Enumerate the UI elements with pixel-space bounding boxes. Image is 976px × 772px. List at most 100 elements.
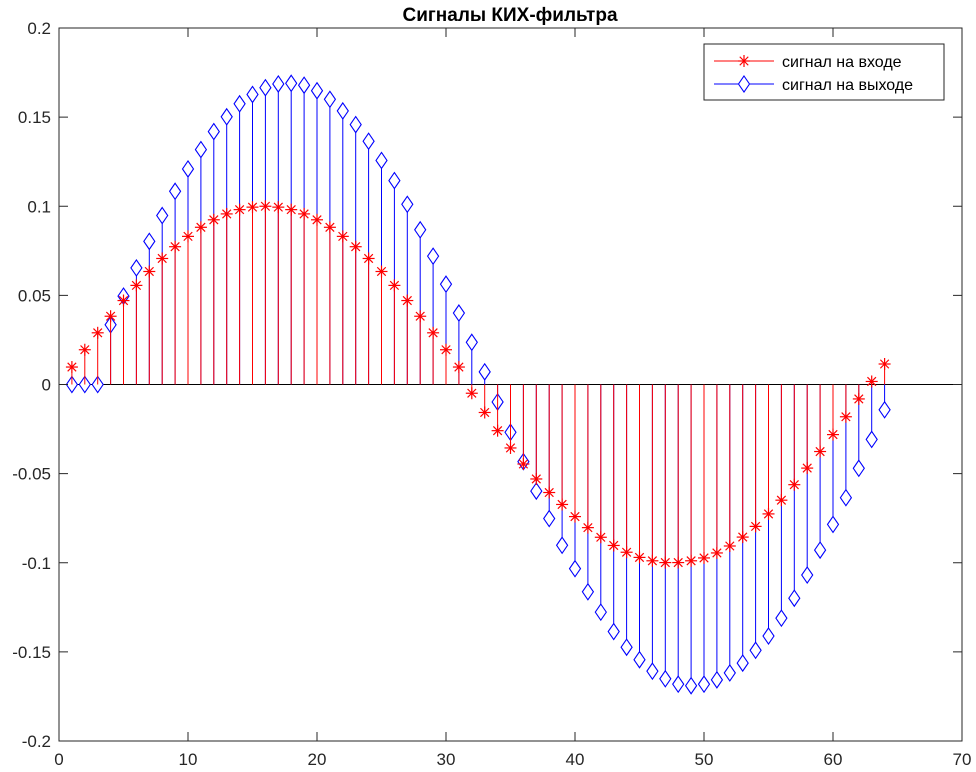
marker-output: [401, 195, 414, 214]
x-tick-label: 70: [953, 750, 972, 769]
marker-input: [233, 203, 246, 216]
marker-input: [272, 201, 285, 214]
marker-input: [349, 240, 362, 253]
marker-output: [839, 488, 853, 507]
marker-output: [581, 582, 595, 601]
marker-input: [543, 486, 556, 499]
x-tick-label: 30: [437, 750, 456, 769]
marker-input: [530, 472, 543, 485]
x-tick-label: 0: [54, 750, 63, 769]
marker-input: [452, 361, 465, 374]
marker-input: [362, 252, 375, 265]
series-input: [65, 200, 891, 569]
marker-output: [375, 151, 388, 170]
y-tick-label: 0.2: [27, 19, 51, 38]
marker-input: [504, 441, 517, 454]
marker-input: [672, 556, 685, 569]
marker-input: [646, 554, 659, 567]
marker-input: [130, 279, 143, 292]
marker-input: [91, 326, 104, 339]
y-tick-label: 0.05: [18, 286, 51, 305]
marker-output: [452, 304, 466, 322]
marker-input: [336, 230, 349, 243]
marker-output: [336, 101, 349, 120]
marker-input: [801, 462, 814, 475]
marker-output: [710, 670, 724, 689]
marker-output: [130, 258, 143, 277]
marker-input: [594, 531, 607, 544]
marker-input: [259, 200, 272, 213]
marker-input: [814, 445, 827, 458]
marker-output: [620, 638, 633, 657]
x-tick-label: 60: [824, 750, 843, 769]
legend: сигнал на входе сигнал на выходе: [703, 43, 945, 101]
marker-output: [285, 74, 298, 93]
marker-input: [143, 265, 156, 278]
marker-output: [762, 627, 775, 645]
marker-input: [285, 203, 298, 216]
legend-entry-output: сигнал на выходе: [714, 75, 913, 94]
marker-output: [813, 541, 827, 560]
marker-output: [439, 275, 453, 294]
marker-input: [736, 531, 749, 544]
y-tick-label: -0.05: [12, 465, 51, 484]
marker-input: [839, 410, 852, 423]
marker-input: [878, 358, 891, 371]
marker-output: [543, 509, 556, 528]
marker-output: [749, 641, 762, 660]
marker-input: [659, 556, 672, 569]
marker-input: [581, 521, 594, 534]
marker-output: [156, 206, 169, 225]
marker-input: [440, 343, 452, 356]
marker-output: [659, 669, 672, 688]
marker-output: [646, 662, 659, 681]
marker-output: [362, 132, 375, 151]
marker-input: [220, 207, 233, 220]
marker-output: [555, 536, 569, 555]
marker-input: [246, 201, 259, 214]
marker-output: [426, 247, 440, 266]
marker-output: [594, 603, 607, 622]
marker-output: [323, 90, 337, 109]
marker-input: [78, 343, 91, 356]
marker-input: [775, 494, 788, 507]
legend-asterisk: [738, 55, 750, 67]
marker-output: [465, 333, 478, 352]
marker-output: [143, 232, 156, 251]
marker-output: [697, 675, 711, 694]
marker-output: [349, 115, 362, 134]
marker-input: [620, 546, 633, 559]
y-tick-label: -0.1: [22, 554, 51, 573]
marker-output: [775, 609, 788, 628]
marker-input: [607, 539, 620, 552]
plot-area: [58, 27, 963, 742]
marker-input: [517, 457, 530, 470]
marker-input: [685, 554, 698, 567]
marker-output: [207, 122, 220, 141]
marker-input: [723, 539, 736, 552]
x-tick-label: 50: [695, 750, 714, 769]
marker-input: [788, 478, 801, 491]
marker-input: [207, 213, 220, 226]
y-tick-label: 0: [42, 376, 51, 395]
legend-entry-input: сигнал на входе: [714, 54, 902, 71]
marker-output: [736, 654, 749, 673]
legend-label-input: сигнал на входе: [782, 54, 902, 71]
y-tick-label: 0.1: [27, 197, 51, 216]
marker-output: [684, 676, 698, 695]
marker-output: [801, 566, 814, 585]
marker-input: [556, 498, 569, 511]
marker-input: [414, 310, 427, 323]
marker-output: [788, 589, 801, 608]
marker-input: [478, 406, 491, 419]
chart-title: Сигналы КИХ-фильтра: [402, 5, 617, 26]
marker-output: [633, 650, 646, 669]
legend-label-output: сигнал на выходе: [782, 77, 913, 94]
marker-output: [194, 140, 208, 159]
marker-output: [297, 76, 311, 95]
marker-input: [698, 551, 710, 564]
x-tick-label: 10: [179, 750, 198, 769]
marker-input: [194, 221, 207, 234]
marker-output: [259, 78, 272, 97]
